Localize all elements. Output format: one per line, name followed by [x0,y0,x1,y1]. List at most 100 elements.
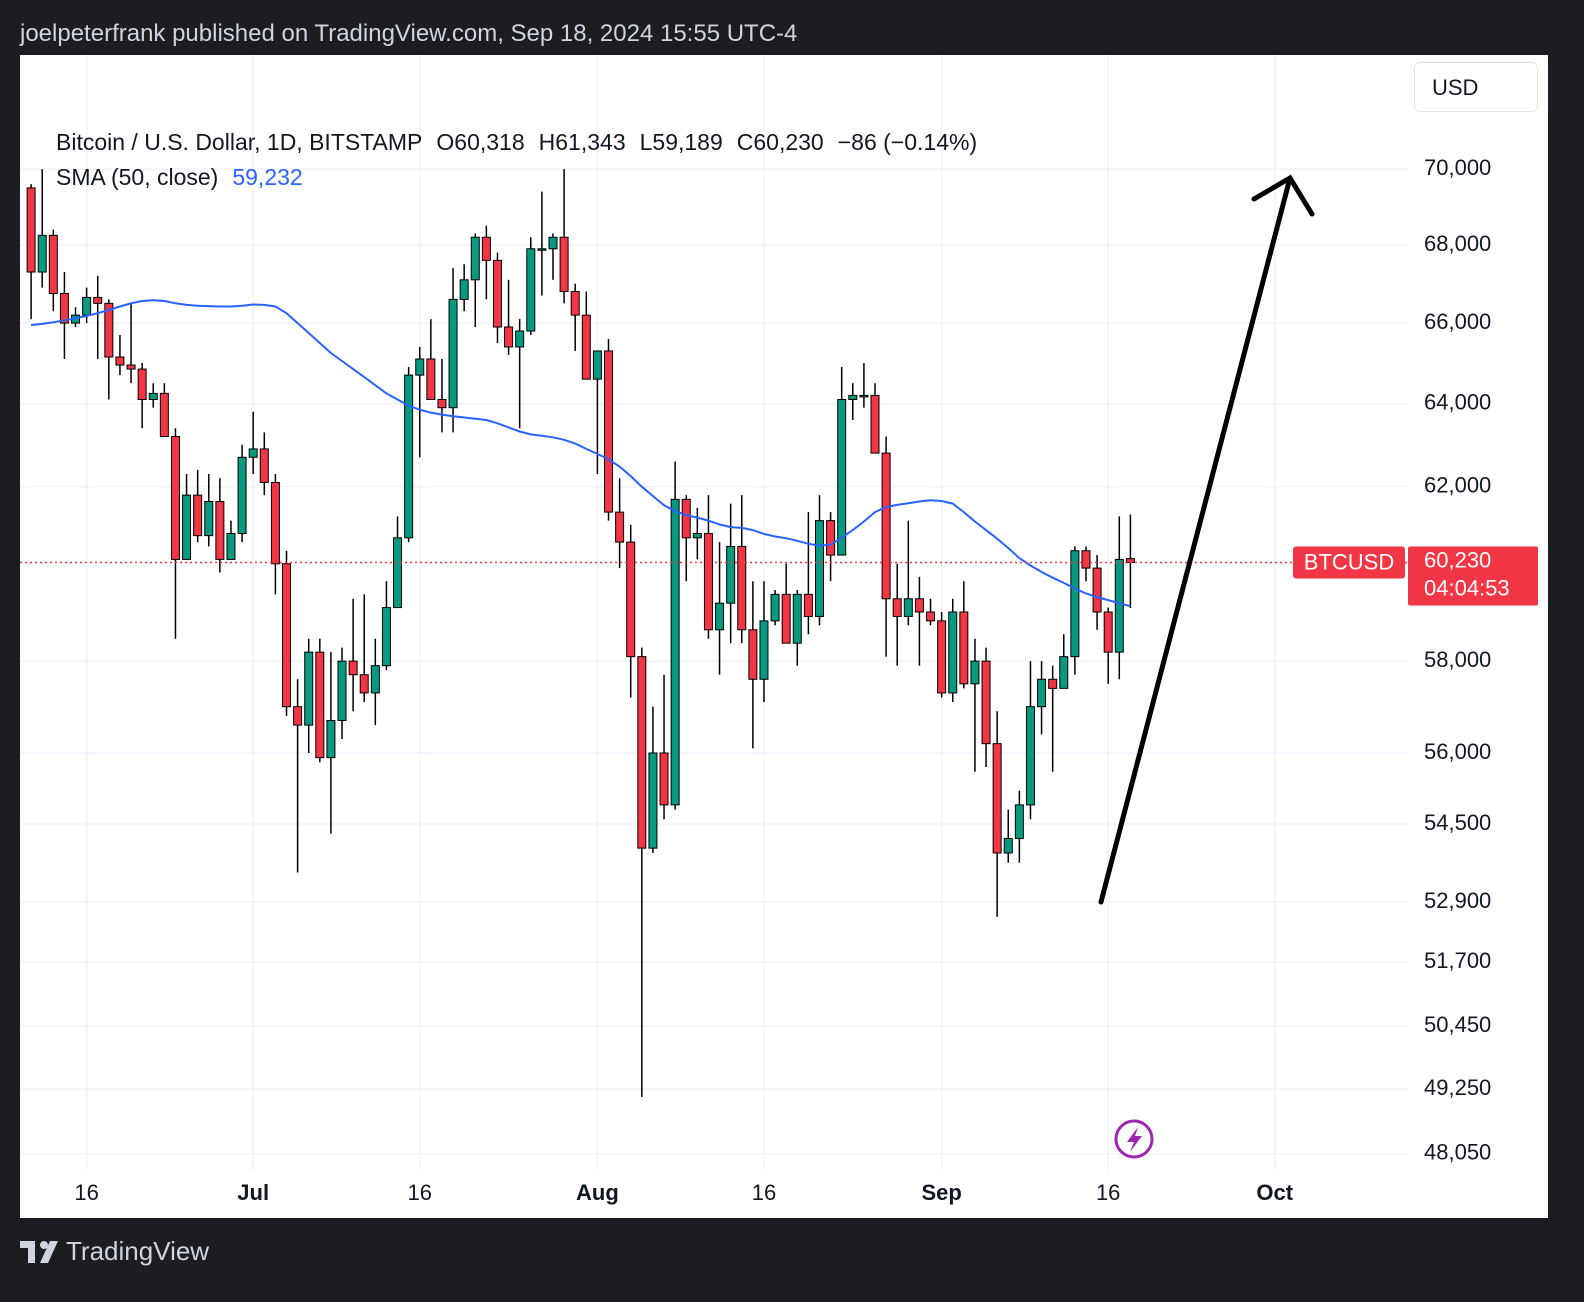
sma-name: SMA (50, close) [56,164,219,190]
currency-button[interactable]: USD [1414,62,1538,112]
candle-body [1059,656,1069,689]
y-tick-label: 49,250 [1424,1075,1491,1100]
candle-body [848,394,858,400]
x-tick-label: 16 [74,1180,98,1205]
candle-body [959,611,969,685]
candle-body [626,541,636,658]
sma-value: 59,232 [232,164,303,190]
candle-body [481,236,491,261]
candle-body [914,598,924,613]
candle-body [715,602,725,631]
legend-close: C60,230 [736,129,824,155]
candle-body [814,520,824,617]
candle-body [648,752,658,849]
x-tick-label: 16 [408,1180,432,1205]
candle-body [604,350,614,513]
candle-body [504,326,514,348]
symbol-tag-text: BTCUSD [1304,549,1394,574]
candle-body [537,248,547,251]
candle-body [1103,611,1113,653]
footer: TradingView [20,1236,209,1267]
legend-row: SMA (50, close) 59,232 [56,164,991,191]
price-tags: BTCUSD 60,230 04:04:53 [1293,546,1538,606]
candle-body [459,279,469,300]
candle-body [293,706,303,726]
legend: Bitcoin / U.S. Dollar, 1D, BITSTAMP O60,3… [56,129,991,199]
candle-body [581,314,591,380]
candle-body [426,358,436,400]
candle-body [248,448,258,458]
candle-body [1014,804,1024,839]
candle-body [659,752,669,806]
candle-body [281,563,291,708]
candle-body [1092,567,1102,613]
candle-body [270,481,280,565]
candle-body [748,629,758,680]
candle-body [226,532,236,560]
y-tick-label: 68,000 [1424,231,1491,256]
candle-body [837,398,847,556]
candle-body [881,452,891,600]
candle-body [93,296,103,304]
candle-body [970,660,980,685]
candle-body [381,607,391,667]
x-tick-label: Jul [237,1180,269,1205]
candle-body [204,500,214,537]
price-tag [1408,546,1538,606]
candle-body [182,494,192,560]
candle-body [159,392,169,437]
candle-body [437,398,447,409]
candle-body [82,296,92,316]
candle-body [470,236,480,281]
y-tick-label: 64,000 [1424,389,1491,414]
candle-body [1003,837,1013,854]
y-tick-label: 62,000 [1424,472,1491,497]
candle-body [304,651,314,726]
alert-icon[interactable] [1114,1119,1154,1159]
candle-body [703,532,713,631]
candle-body [1081,550,1091,569]
y-tick-label: 66,000 [1424,309,1491,334]
candle-body [926,611,936,622]
candle-body [1070,550,1080,658]
candle-body [903,598,913,617]
candle-body [1114,558,1124,653]
candle-body [415,358,425,376]
candle-body [48,234,58,294]
candle-body [981,660,991,745]
candle-body [559,236,569,293]
candle-body [859,394,869,398]
legend-low: L59,189 [639,129,723,155]
candle-body [937,620,947,694]
candle-body [148,392,158,400]
candle-body [370,665,380,694]
candle-body [515,330,525,348]
legend-open: O60,318 [436,129,525,155]
alert-bolt[interactable] [1127,1127,1142,1152]
candle-body [570,291,580,316]
brand-logo [20,1240,58,1263]
arrow-shaft [1098,175,1293,905]
x-tick-label: Aug [576,1180,619,1205]
candle-body [759,620,769,680]
candle-body [404,374,414,539]
legend-high: H61,343 [538,129,626,155]
candle-body [26,187,36,273]
candle-body [737,545,747,631]
y-tick-label: 54,500 [1424,810,1491,835]
legend-row: Bitcoin / U.S. Dollar, 1D, BITSTAMP O60,3… [56,129,991,156]
countdown-text: 04:04:53 [1424,575,1510,600]
candle-body [670,498,680,806]
candle-body [615,511,625,543]
candle-body [1048,678,1058,689]
candle-body [826,520,836,556]
candle-body [548,236,558,250]
price-tag-text: 60,230 [1424,547,1491,572]
candle-body [492,259,502,328]
alert-circle[interactable] [1114,1119,1154,1159]
candle-body [448,298,458,409]
y-tick-label: 56,000 [1424,739,1491,764]
candle-body [326,719,336,759]
candle-body [126,364,136,370]
drawn-arrow [1098,174,1315,905]
